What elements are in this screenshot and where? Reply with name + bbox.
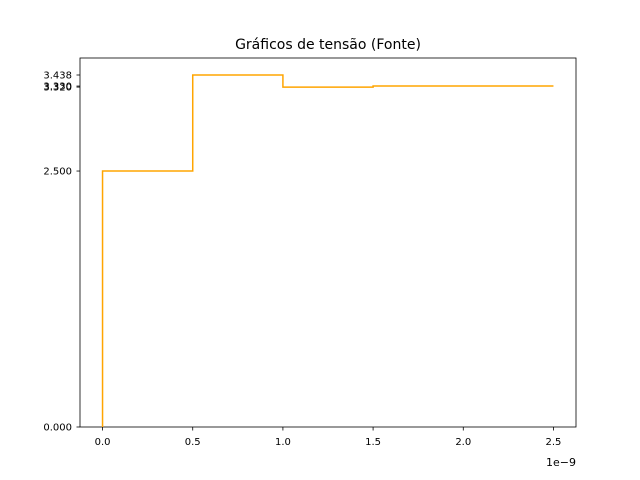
y-tick-label: 3.320 xyxy=(43,83,72,94)
x-axis-offset-label: 1e−9 xyxy=(546,456,576,469)
plot-frame xyxy=(79,57,577,428)
x-tick-label: 2.0 xyxy=(455,437,471,448)
x-tick-label: 2.5 xyxy=(546,437,562,448)
y-tick-label: 3.330 xyxy=(43,82,72,93)
x-tick-label: 0.0 xyxy=(95,437,111,448)
x-tick-label: 0.5 xyxy=(185,437,201,448)
y-tick-label: 3.438 xyxy=(43,71,72,82)
voltage-step-line xyxy=(101,74,554,427)
chart-title: Gráficos de tensão (Fonte) xyxy=(235,37,421,53)
y-tick-label: 0.000 xyxy=(43,423,72,434)
x-tick-label: 1.0 xyxy=(275,437,291,448)
x-tick-label: 1.5 xyxy=(365,437,381,448)
y-tick-label: 2.500 xyxy=(43,167,72,178)
